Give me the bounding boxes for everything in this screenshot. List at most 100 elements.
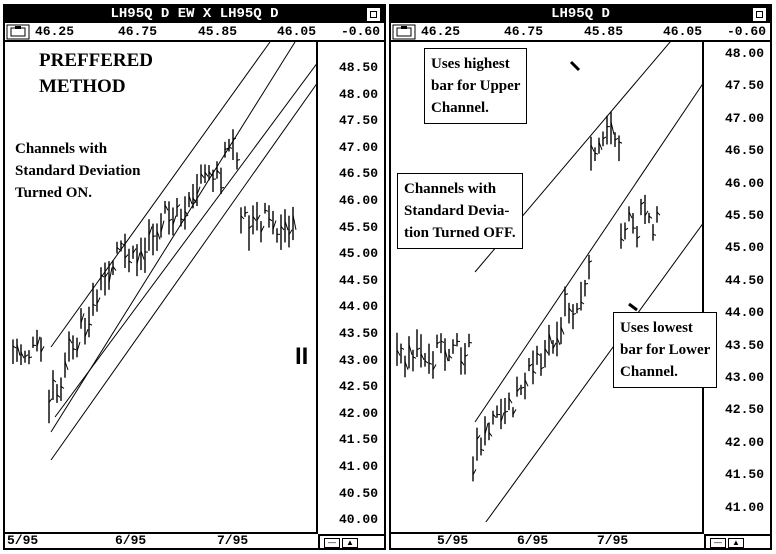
left-close-icon[interactable] (367, 8, 380, 21)
price-bar-close (260, 225, 265, 233)
price-bar-close (80, 313, 85, 324)
price-bar-close (148, 226, 153, 236)
left-toolbox-icon[interactable] (6, 24, 30, 40)
price-bar-close (244, 211, 249, 214)
right-close-price: 46.05 (663, 24, 703, 39)
price-bar-close (168, 218, 173, 222)
left-heading: PREFFERED METHOD (39, 50, 153, 97)
left-price-label: 48.00 (338, 86, 378, 102)
right-date-axis: 5/95 6/95 7/95 (391, 532, 704, 548)
right-close-icon[interactable] (753, 8, 766, 21)
price-bar-close (140, 250, 145, 260)
left-price-axis: 48.50 48.00 47.50 47.00 46.50 46.00 45.50 45.00… (316, 42, 384, 534)
left-scroll-control[interactable]: — ▲ (318, 534, 384, 548)
price-bar-close (116, 246, 121, 251)
price-bar-close (36, 336, 41, 347)
price-bar-close (448, 355, 453, 359)
right-price-label: 44.50 (724, 272, 764, 288)
right-price-label: 46.00 (724, 175, 764, 191)
left-price-label: 42.00 (338, 405, 378, 421)
price-bar-close (452, 344, 457, 346)
price-bar-close (576, 307, 581, 310)
price-bar-close (236, 159, 241, 161)
right-scroll-up-icon[interactable]: ▲ (728, 538, 744, 548)
price-bar-close (20, 351, 25, 359)
right-toolbox-icon[interactable] (392, 24, 416, 40)
price-bar-close (560, 326, 565, 335)
price-bar-close (492, 413, 497, 418)
left-price-label: 46.00 (338, 193, 378, 208)
right-low-price: 45.85 (584, 24, 624, 39)
right-price-label: 47.50 (724, 78, 764, 94)
right-price-label: 48.00 (724, 46, 764, 61)
right-price-label: 43.50 (724, 337, 764, 353)
price-bar-close (412, 356, 417, 359)
left-price-label: 48.50 (338, 60, 378, 75)
price-bar-close (96, 297, 101, 305)
price-bar-close (568, 307, 573, 313)
price-bar-close (112, 266, 117, 271)
price-bar-close (128, 260, 133, 264)
price-bar-close (24, 354, 29, 358)
price-bar-close (180, 218, 185, 221)
price-bar-close (432, 364, 437, 371)
price-bar-close (602, 136, 607, 140)
left-scroll-up-icon[interactable]: ▲ (342, 538, 358, 548)
price-bar-close (572, 312, 577, 316)
right-scroll-minus-icon[interactable]: — (710, 538, 726, 548)
left-price-label: 41.50 (338, 432, 378, 448)
price-bar-close (396, 349, 401, 356)
price-bar-close (104, 272, 109, 278)
right-price-label: 46.50 (724, 143, 764, 159)
price-bar-close (172, 215, 177, 225)
right-scroll-control[interactable]: — ▲ (704, 534, 770, 548)
price-bar-close (460, 360, 465, 366)
price-bar-close (544, 348, 549, 354)
left-price-label: 43.00 (338, 352, 378, 368)
middle-channel-line (474, 81, 704, 423)
price-bar-close (64, 361, 69, 371)
price-bar-close (528, 363, 533, 368)
price-bar-close (508, 397, 513, 404)
price-bar-close (28, 356, 33, 359)
left-price-label: 40.00 (338, 512, 378, 528)
price-bar-close (268, 218, 273, 222)
left-price-chart (12, 42, 318, 461)
price-bar-close (420, 353, 425, 361)
price-bar-close (12, 345, 17, 349)
price-bar-close (248, 225, 253, 229)
price-bar-close (16, 344, 21, 356)
price-bar-close (76, 341, 81, 352)
price-bar-close (424, 360, 429, 364)
price-bar-close (292, 214, 297, 230)
price-bar-close (500, 412, 505, 422)
price-bar-close (516, 387, 521, 393)
price-bar-close (504, 410, 509, 413)
left-high-price: 46.75 (118, 24, 158, 39)
left-marker: II (295, 343, 309, 370)
right-date-label: 5/95 (437, 533, 469, 548)
price-bar-close (72, 348, 77, 351)
left-scroll-minus-icon[interactable]: — (324, 538, 340, 548)
price-bar-close (540, 366, 545, 370)
right-price-label: 42.50 (724, 402, 764, 418)
right-note-middle: Channels with Standard Devia- tion Turne… (397, 173, 523, 249)
price-bar-close (444, 349, 449, 362)
price-bar-close (636, 235, 641, 240)
price-bar-close (548, 333, 553, 345)
price-bar-close (196, 186, 201, 195)
price-bar-close (624, 227, 629, 231)
price-bar-close (628, 211, 633, 219)
price-bar-close (594, 152, 599, 155)
price-bar-close (40, 346, 45, 353)
price-bar-close (272, 220, 277, 230)
left-price-label: 47.50 (338, 113, 378, 129)
upper-channel-line (50, 42, 271, 348)
left-price-label: 42.50 (338, 379, 378, 395)
price-bar-close (48, 398, 53, 403)
price-bar-close (60, 385, 65, 389)
price-bar-close (156, 230, 161, 240)
right-title: LH95Q D (551, 6, 610, 22)
price-bar-close (476, 435, 481, 440)
right-open-price: 46.25 (421, 24, 461, 39)
